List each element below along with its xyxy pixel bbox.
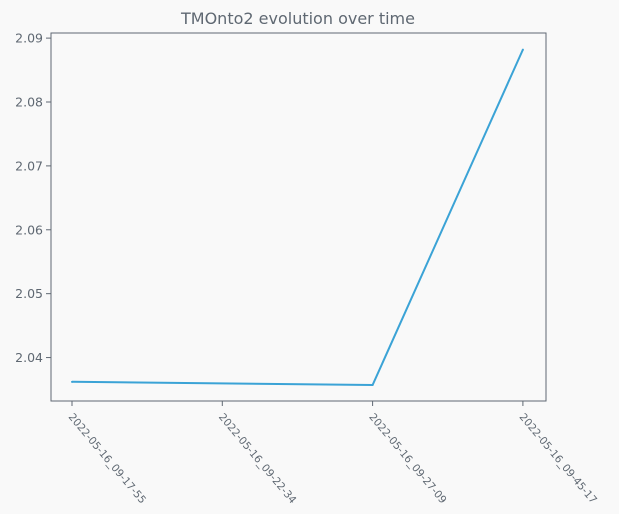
y-tick-label: 2.07 [15, 158, 43, 173]
data-point [521, 48, 524, 51]
data-point [371, 384, 374, 387]
y-tick-label: 2.06 [15, 222, 43, 237]
y-tick-label: 2.04 [15, 350, 43, 365]
data-point [71, 380, 73, 383]
y-tick-label: 2.05 [15, 286, 43, 301]
y-tick-label: 2.08 [15, 95, 43, 110]
y-tick-label: 2.09 [15, 31, 43, 46]
series-group [71, 48, 524, 387]
chart-title: TMOnto2 evolution over time [180, 9, 415, 28]
y-axis: 2.04 2.05 2.06 2.07 2.08 2.09 [15, 31, 51, 365]
plot-area [50, 32, 547, 402]
